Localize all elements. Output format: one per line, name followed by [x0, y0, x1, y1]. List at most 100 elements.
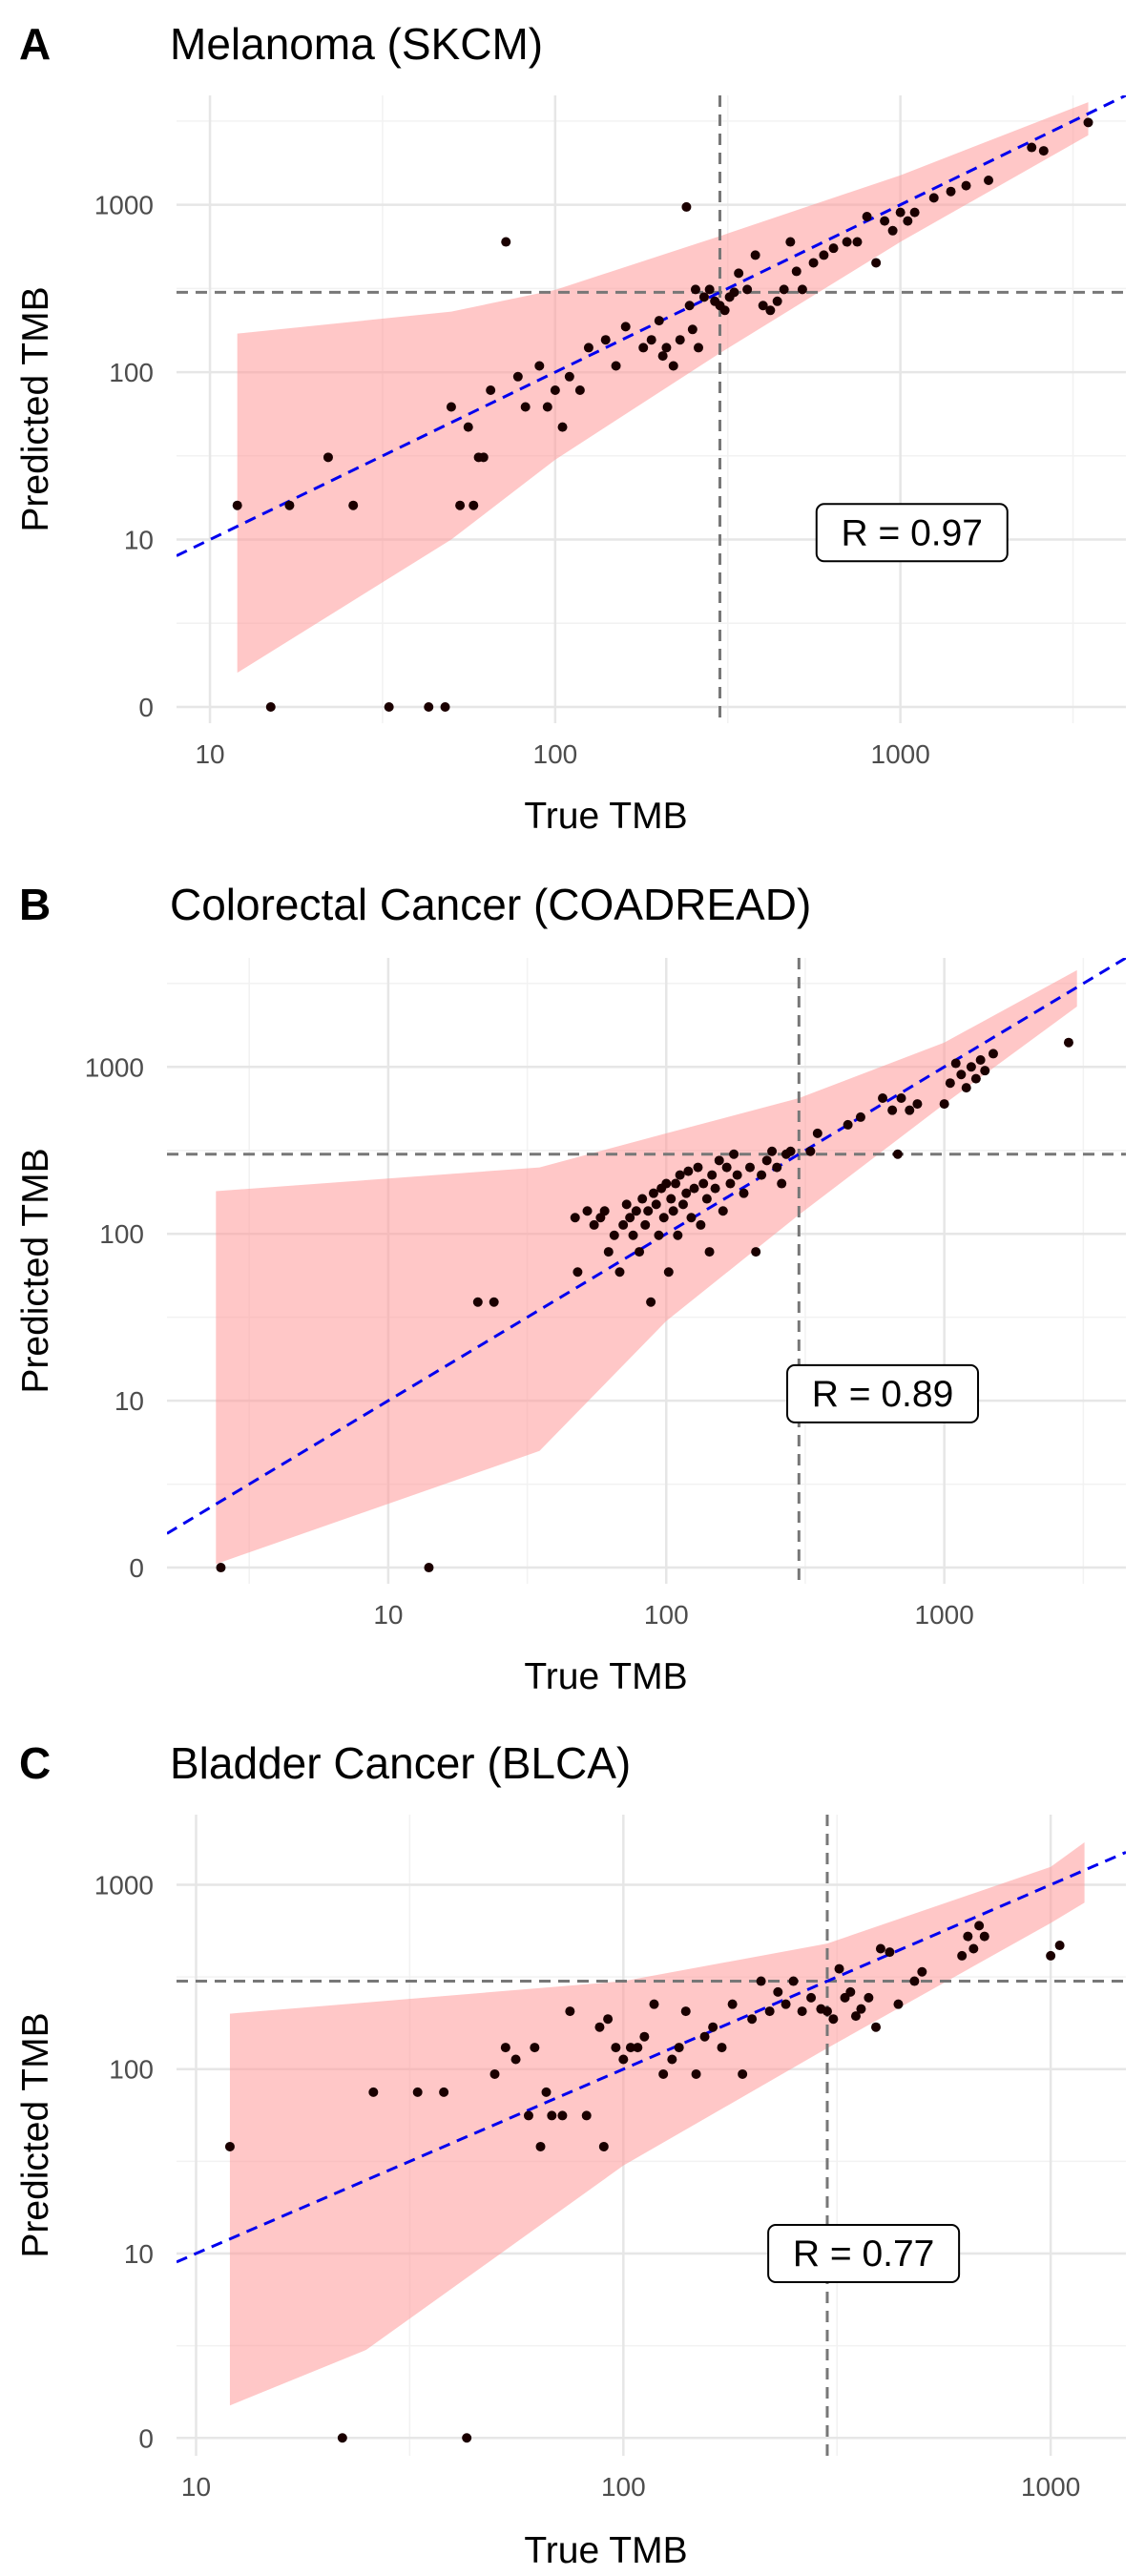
r-annotation-box	[815, 503, 1009, 563]
data-point	[781, 1999, 791, 2009]
data-point	[946, 186, 956, 197]
data-point	[384, 701, 394, 712]
data-point	[683, 1166, 694, 1176]
chart-a-svg: 10 100 1000 0 10 100 1000 R = 0.97 A Melanoma (SK…	[15, 19, 1126, 837]
data-point	[725, 1178, 736, 1189]
data-point	[689, 1183, 699, 1194]
data-point	[646, 1297, 656, 1307]
x-tick-label: 100	[533, 739, 578, 769]
data-point	[744, 1162, 755, 1173]
data-point	[707, 1170, 718, 1180]
data-point	[648, 1188, 658, 1198]
data-point	[500, 2043, 510, 2053]
data-point	[887, 1105, 898, 1115]
data-point	[455, 500, 466, 510]
data-point	[635, 1247, 645, 1257]
data-point	[446, 402, 456, 412]
data-point	[950, 1058, 961, 1069]
data-point	[756, 1976, 766, 1986]
data-point	[691, 2068, 701, 2079]
data-point	[658, 2068, 669, 2079]
data-point	[970, 1073, 981, 1084]
data-point	[600, 335, 611, 345]
x-tick-label: 100	[601, 2472, 646, 2502]
data-point	[557, 422, 568, 432]
data-point	[779, 284, 789, 295]
data-point	[574, 385, 585, 396]
x-tick-label: 1000	[915, 1600, 974, 1630]
data-point	[704, 1247, 715, 1257]
data-point	[885, 1947, 895, 1958]
data-point	[675, 1170, 685, 1180]
data-point	[651, 1199, 661, 1210]
data-point	[512, 371, 523, 382]
data-point	[478, 452, 489, 463]
data-point	[842, 237, 852, 247]
data-point	[742, 284, 753, 295]
data-point	[727, 1999, 738, 2009]
data-point	[486, 385, 496, 396]
data-point	[603, 2014, 614, 2025]
data-point	[966, 1062, 976, 1072]
x-tick-label: 1000	[871, 739, 930, 769]
y-tick-label: 100	[109, 2055, 154, 2085]
data-point	[694, 343, 704, 353]
data-point	[1054, 1941, 1065, 1951]
chart-c-svg: 10 100 1000 0 10 100 1000 R = 0.77 C Bladder Canc…	[15, 1738, 1126, 2571]
y-tick-label: 100	[109, 358, 154, 387]
y-tick-label: 0	[138, 2423, 154, 2453]
data-point	[530, 2043, 540, 2053]
data-point	[654, 1230, 664, 1240]
data-point	[657, 351, 668, 362]
data-point	[767, 1146, 778, 1156]
data-point	[686, 1213, 697, 1223]
data-point	[216, 1563, 226, 1573]
data-point	[582, 1206, 593, 1216]
data-point	[628, 1230, 638, 1240]
data-point	[785, 1146, 796, 1156]
data-point	[905, 1105, 915, 1115]
data-point	[462, 2433, 472, 2443]
data-point	[368, 2087, 379, 2097]
data-point	[828, 2014, 839, 2025]
data-point	[765, 305, 776, 316]
data-point	[909, 207, 920, 218]
data-point	[637, 1194, 648, 1204]
data-point	[583, 343, 593, 353]
panel-c: 10 100 1000 0 10 100 1000 R = 0.77 C Bladder Canc…	[0, 1721, 1145, 2576]
data-point	[646, 335, 656, 345]
x-axis-title: True TMB	[524, 2530, 687, 2571]
data-point	[598, 2141, 609, 2151]
data-point	[557, 2110, 568, 2121]
r-annotation: R = 0.89	[786, 1363, 980, 1423]
data-point	[674, 2043, 684, 2053]
data-point	[658, 1213, 669, 1223]
data-point	[671, 1178, 681, 1189]
panel-letter: A	[19, 19, 51, 69]
data-point	[535, 2141, 546, 2151]
data-point	[440, 701, 450, 712]
data-point	[788, 1976, 799, 1986]
y-tick-label: 100	[99, 1219, 144, 1249]
data-point	[638, 343, 649, 353]
data-point	[520, 402, 531, 412]
data-point	[673, 1230, 683, 1240]
data-point	[572, 1267, 583, 1278]
data-point	[805, 1146, 816, 1156]
data-point	[701, 1194, 712, 1204]
x-tick-label: 10	[195, 739, 224, 769]
r-annotation-text: R = 0.77	[793, 2233, 935, 2275]
fit-line	[177, 95, 1126, 557]
data-point	[980, 1066, 990, 1076]
data-point	[323, 452, 333, 463]
data-point	[895, 207, 906, 218]
data-point	[974, 1921, 985, 1931]
data-point	[750, 250, 760, 260]
data-point	[620, 322, 631, 332]
data-point	[961, 1083, 971, 1093]
data-point	[704, 284, 715, 295]
data-point	[472, 1297, 483, 1307]
data-point	[550, 385, 560, 396]
y-tick-label: 1000	[94, 191, 154, 220]
data-point	[871, 258, 882, 268]
